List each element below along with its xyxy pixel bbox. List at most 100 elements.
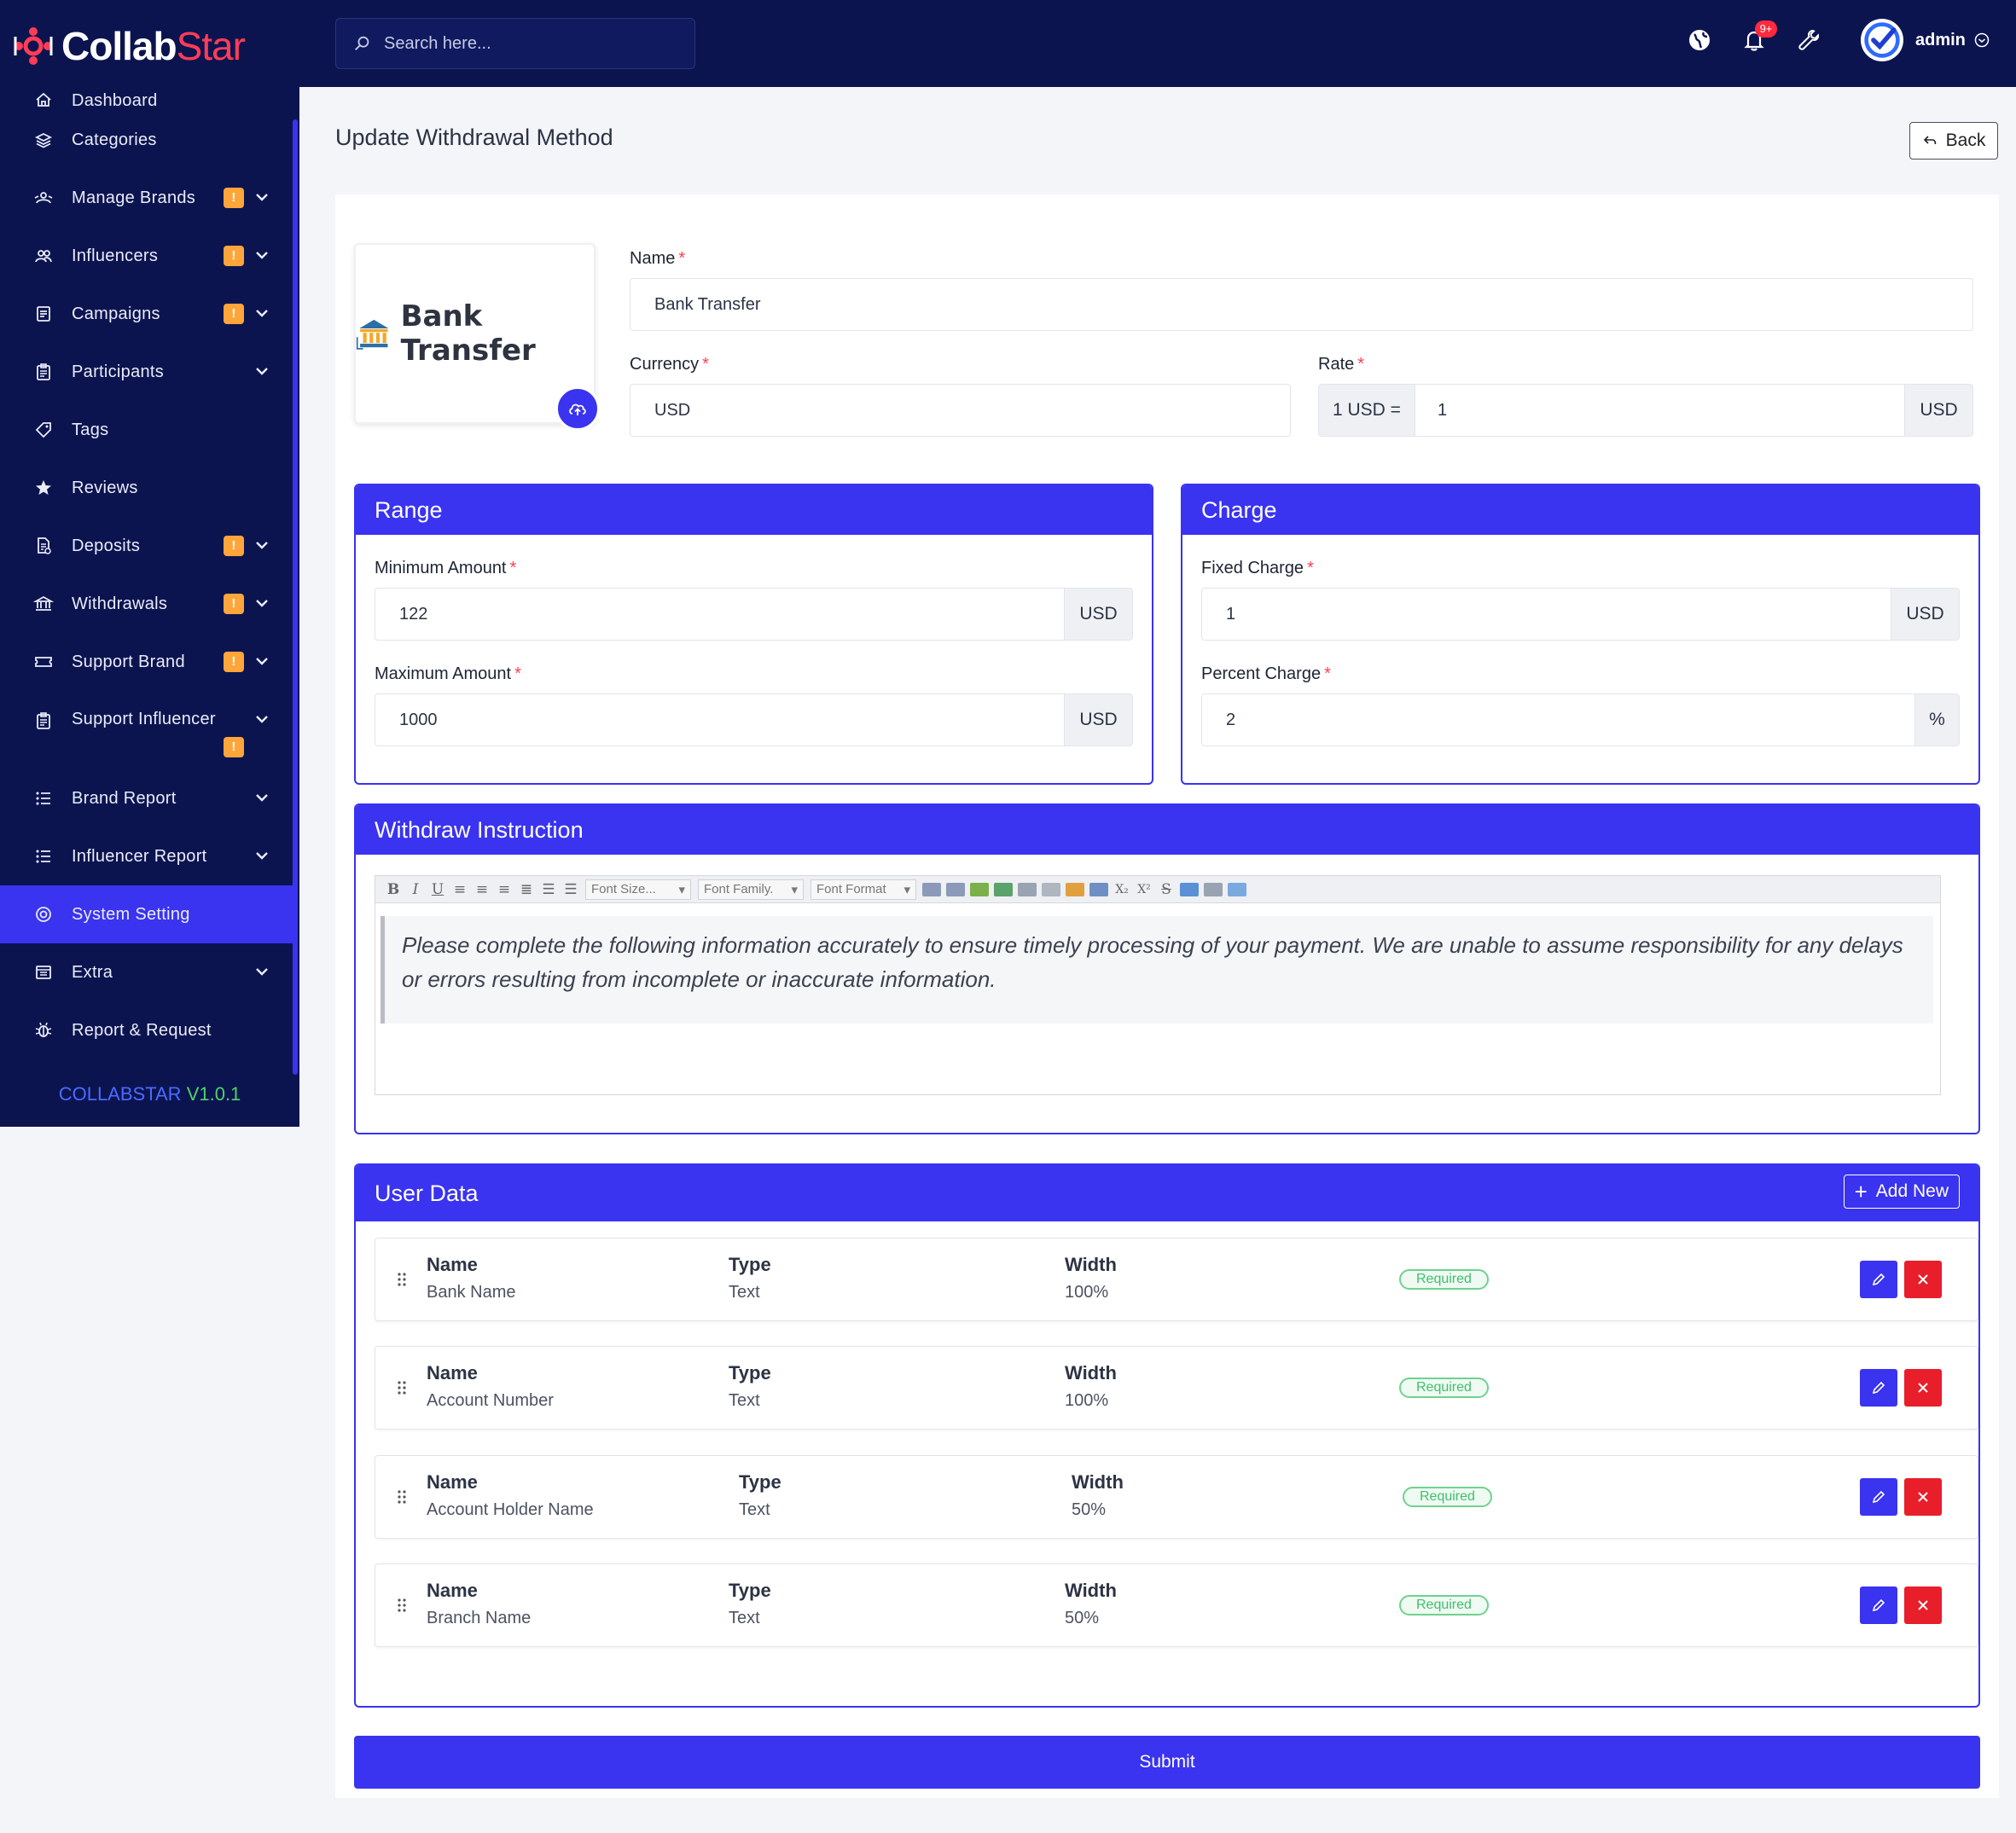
sidebar-item-reviews[interactable]: Reviews xyxy=(0,459,293,517)
sidebar-item-influencer-report[interactable]: Influencer Report xyxy=(0,827,293,885)
color-icon[interactable] xyxy=(1066,882,1084,896)
outdent-icon[interactable] xyxy=(946,882,965,896)
strikethrough-icon[interactable]: S xyxy=(1161,880,1171,898)
back-button[interactable]: Back xyxy=(1909,122,1998,160)
sidebar-item-label: Influencer Report xyxy=(72,846,207,866)
sidebar-item-categories[interactable]: Categories xyxy=(0,111,293,169)
sidebar-item-campaigns[interactable]: Campaigns! xyxy=(0,285,293,343)
rate-input[interactable] xyxy=(1415,385,1904,436)
type-column-header: Type xyxy=(729,1362,771,1383)
add-new-button[interactable]: + Add New xyxy=(1843,1175,1960,1209)
align-left-icon[interactable]: ≡ xyxy=(453,880,467,898)
image-icon[interactable] xyxy=(970,882,989,896)
sidebar-item-deposits[interactable]: Deposits! xyxy=(0,517,293,575)
name-input[interactable] xyxy=(630,279,1972,330)
pencil-icon xyxy=(1872,1490,1885,1504)
layers-icon xyxy=(32,129,55,151)
range-title: Range xyxy=(356,485,1152,535)
chevron-down-icon xyxy=(253,362,271,380)
type-column-header: Type xyxy=(729,1254,771,1275)
drag-handle-icon[interactable] xyxy=(396,1271,408,1288)
fixed-charge-input[interactable] xyxy=(1202,589,1891,640)
instruction-text[interactable]: Please complete the following informatio… xyxy=(381,916,1933,1024)
minimum-amount-input[interactable] xyxy=(375,589,1064,640)
align-justify-icon[interactable]: ≣ xyxy=(520,880,533,898)
sidebar-item-label: Support Brand xyxy=(72,652,185,671)
remove-format-icon[interactable] xyxy=(1180,882,1199,896)
percent-charge-input[interactable] xyxy=(1202,694,1914,745)
font-family-select[interactable]: Font Family. ▾ xyxy=(698,879,804,900)
edit-button[interactable] xyxy=(1860,1478,1897,1516)
delete-button[interactable] xyxy=(1904,1261,1942,1298)
rate-field[interactable]: 1 USD = USD xyxy=(1318,384,1973,437)
field-width: 50% xyxy=(1065,1609,1100,1627)
submit-button[interactable]: Submit xyxy=(354,1736,1980,1789)
search-input[interactable] xyxy=(384,33,691,54)
italic-icon[interactable]: I xyxy=(412,880,419,898)
maximum-amount-field[interactable]: USD xyxy=(375,693,1133,746)
ordered-list-icon[interactable]: ☰ xyxy=(542,880,555,898)
sidebar-item-manage-brands[interactable]: Manage Brands! xyxy=(0,169,293,227)
horizontal-rule-icon[interactable] xyxy=(1204,882,1223,896)
drag-handle-icon[interactable] xyxy=(396,1379,408,1396)
html-source-icon[interactable] xyxy=(1228,882,1246,896)
chevron-down-icon xyxy=(253,652,271,670)
align-right-icon[interactable]: ≡ xyxy=(497,880,511,898)
wrench-icon[interactable] xyxy=(1794,26,1823,55)
upload-image-button[interactable] xyxy=(555,386,600,431)
ticket-icon xyxy=(32,651,55,673)
language-globe-icon[interactable] xyxy=(1685,26,1714,55)
sidebar-item-support-influencer[interactable]: Support Influencer! xyxy=(0,691,293,769)
instruction-editor[interactable]: B I U ≡ ≡ ≡ ≣ ☰ ☰ Font Size... ▾ Font Fam… xyxy=(375,875,1941,1095)
sidebar-item-extra[interactable]: Extra xyxy=(0,943,293,1001)
edit-button[interactable] xyxy=(1860,1586,1897,1624)
chevron-down-icon xyxy=(253,304,271,322)
sidebar-item-dashboard[interactable]: Dashboard xyxy=(0,82,293,111)
edit-html-icon[interactable] xyxy=(1089,882,1108,896)
method-image-text: Bank Transfer xyxy=(400,299,536,368)
delete-button[interactable] xyxy=(1904,1478,1942,1516)
drag-handle-icon[interactable] xyxy=(396,1597,408,1614)
sidebar-scrollbar[interactable] xyxy=(293,119,298,1075)
edit-button[interactable] xyxy=(1860,1261,1897,1298)
delete-button[interactable] xyxy=(1904,1586,1942,1624)
sidebar-item-support-brand[interactable]: Support Brand! xyxy=(0,633,293,691)
sidebar-item-tags[interactable]: Tags xyxy=(0,401,293,459)
minimum-amount-field[interactable]: USD xyxy=(375,588,1133,641)
delete-button[interactable] xyxy=(1904,1369,1942,1407)
subscript-icon[interactable]: X₂ xyxy=(1115,882,1129,896)
notification-bell-icon[interactable]: 9+ xyxy=(1740,20,1777,55)
superscript-icon[interactable]: X² xyxy=(1137,882,1151,896)
link-icon[interactable] xyxy=(1018,882,1037,896)
underline-icon[interactable]: U xyxy=(431,880,444,898)
page-title: Update Withdrawal Method xyxy=(335,125,613,150)
name-field[interactable] xyxy=(630,278,1973,331)
font-size-select[interactable]: Font Size... ▾ xyxy=(585,879,691,900)
edit-button[interactable] xyxy=(1860,1369,1897,1407)
percent-charge-field[interactable]: % xyxy=(1201,693,1960,746)
sidebar-item-withdrawals[interactable]: Withdrawals! xyxy=(0,575,293,633)
sidebar-item-system-setting[interactable]: System Setting xyxy=(0,885,293,943)
maximum-amount-input[interactable] xyxy=(375,694,1064,745)
chevron-down-icon xyxy=(253,246,271,264)
font-format-select[interactable]: Font Format ▾ xyxy=(810,879,916,900)
app-logo[interactable]: CollabStar xyxy=(12,20,246,72)
drag-handle-icon[interactable] xyxy=(396,1488,408,1505)
sidebar-item-report-and-request[interactable]: Report & Request xyxy=(0,1001,293,1059)
search-box[interactable] xyxy=(335,18,695,69)
currency-input[interactable] xyxy=(630,385,1290,436)
indent-icon[interactable] xyxy=(922,882,941,896)
currency-field[interactable] xyxy=(630,384,1291,437)
sidebar-item-label: Dashboard xyxy=(72,91,158,110)
unordered-list-icon[interactable]: ☰ xyxy=(564,880,578,898)
logo-text: CollabStar xyxy=(61,24,246,68)
align-center-icon[interactable]: ≡ xyxy=(475,880,489,898)
sidebar-item-brand-report[interactable]: Brand Report xyxy=(0,769,293,827)
sidebar-item-influencers[interactable]: Influencers! xyxy=(0,227,293,285)
bold-icon[interactable]: B xyxy=(386,880,400,898)
upload-icon[interactable] xyxy=(994,882,1013,896)
sidebar-item-participants[interactable]: Participants xyxy=(0,343,293,401)
unlink-icon[interactable] xyxy=(1042,882,1060,896)
fixed-charge-field[interactable]: USD xyxy=(1201,588,1960,641)
user-menu[interactable]: admin xyxy=(1861,19,1990,61)
